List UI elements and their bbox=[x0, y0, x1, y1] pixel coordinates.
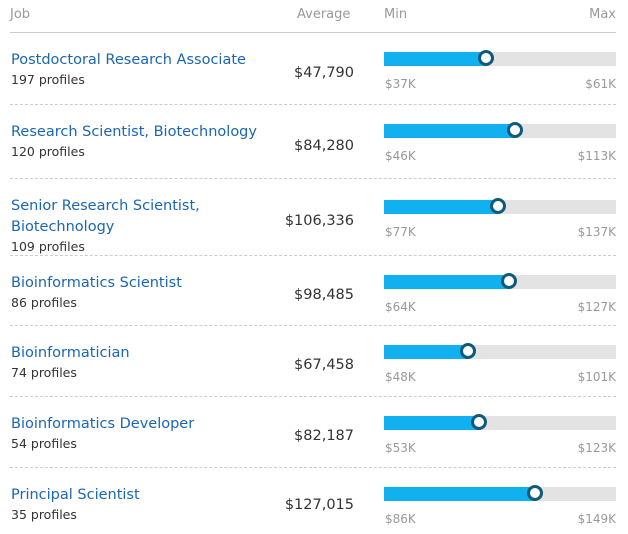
profile-count: 74 profiles bbox=[11, 365, 77, 380]
max-salary: $101K bbox=[577, 370, 616, 384]
range-fill bbox=[384, 52, 487, 66]
min-salary: $86K bbox=[385, 512, 416, 526]
average-salary: $82,187 bbox=[294, 428, 354, 444]
table-row: Postdoctoral Research Associate 197 profi… bbox=[10, 33, 616, 105]
average-marker bbox=[501, 273, 518, 289]
table-row: Bioinformatics Scientist 86 profiles $98,… bbox=[10, 256, 616, 326]
average-marker bbox=[471, 414, 488, 430]
max-salary: $61K bbox=[585, 77, 616, 91]
average-salary: $84,280 bbox=[294, 137, 354, 154]
max-salary: $149K bbox=[577, 512, 616, 526]
average-salary: $47,790 bbox=[294, 64, 354, 81]
header-max: Max bbox=[589, 7, 616, 22]
average-salary: $98,485 bbox=[294, 286, 354, 303]
profile-count: 86 profiles bbox=[11, 295, 77, 310]
range-fill bbox=[384, 345, 468, 359]
profile-count: 35 profiles bbox=[11, 507, 77, 522]
profile-count: 120 profiles bbox=[11, 144, 85, 159]
salary-range-bar bbox=[384, 198, 616, 214]
header-min: Min bbox=[384, 7, 408, 22]
range-fill bbox=[384, 416, 480, 430]
range-fill bbox=[384, 200, 498, 214]
table-row: Research Scientist, Biotechnology 120 pro… bbox=[10, 105, 616, 179]
max-salary: $127K bbox=[577, 300, 616, 314]
min-salary: $53K bbox=[385, 441, 416, 455]
average-salary: $67,458 bbox=[294, 357, 354, 373]
table-row: Bioinformatics Developer 54 profiles $82,… bbox=[10, 397, 616, 468]
salary-range-bar bbox=[384, 485, 616, 501]
average-marker bbox=[489, 198, 506, 214]
range-fill bbox=[384, 124, 516, 138]
range-fill bbox=[384, 487, 535, 501]
average-salary: $106,336 bbox=[284, 213, 354, 229]
average-salary: $127,015 bbox=[284, 497, 354, 513]
average-marker bbox=[526, 485, 543, 501]
average-marker bbox=[478, 50, 495, 66]
table-row: Principal Scientist 35 profiles $127,015 … bbox=[10, 468, 616, 534]
salary-range-bar bbox=[384, 273, 616, 289]
max-salary: $113K bbox=[577, 149, 616, 163]
job-title-link[interactable]: Bioinformatician bbox=[11, 345, 130, 361]
job-title-link[interactable]: Postdoctoral Research Associate bbox=[11, 52, 246, 68]
profile-count: 109 profiles bbox=[11, 239, 85, 254]
min-salary: $37K bbox=[385, 77, 416, 91]
job-title-link[interactable]: Bioinformatics Scientist bbox=[11, 275, 182, 291]
table-header: Job Average Min Max bbox=[10, 0, 616, 33]
job-title-link[interactable]: Principal Scientist bbox=[11, 487, 140, 503]
table-row: Senior Research Scientist, Biotechnology… bbox=[10, 179, 616, 256]
job-title-link[interactable]: Research Scientist, Biotechnology bbox=[11, 124, 257, 140]
salary-table: Postdoctoral Research Associate 197 profi… bbox=[0, 33, 628, 534]
job-title-link[interactable]: Bioinformatics Developer bbox=[11, 416, 195, 432]
header-average: Average bbox=[297, 7, 351, 22]
min-salary: $64K bbox=[385, 300, 416, 314]
min-salary: $48K bbox=[385, 370, 416, 384]
salary-range-bar bbox=[384, 343, 616, 359]
min-salary: $77K bbox=[385, 225, 416, 239]
table-row: Bioinformatician 74 profiles $67,458 $48K… bbox=[10, 326, 616, 397]
profile-count: 197 profiles bbox=[11, 72, 85, 87]
salary-range-bar bbox=[384, 50, 616, 66]
min-salary: $46K bbox=[385, 149, 416, 163]
max-salary: $137K bbox=[577, 225, 616, 239]
job-title-link[interactable]: Senior Research Scientist, Biotechnology bbox=[11, 198, 200, 235]
average-marker bbox=[459, 343, 476, 359]
average-marker bbox=[507, 122, 524, 138]
profile-count: 54 profiles bbox=[11, 436, 77, 451]
max-salary: $123K bbox=[577, 441, 616, 455]
salary-range-bar bbox=[384, 122, 616, 138]
header-job: Job bbox=[10, 7, 31, 22]
salary-range-bar bbox=[384, 414, 616, 430]
range-fill bbox=[384, 275, 510, 289]
